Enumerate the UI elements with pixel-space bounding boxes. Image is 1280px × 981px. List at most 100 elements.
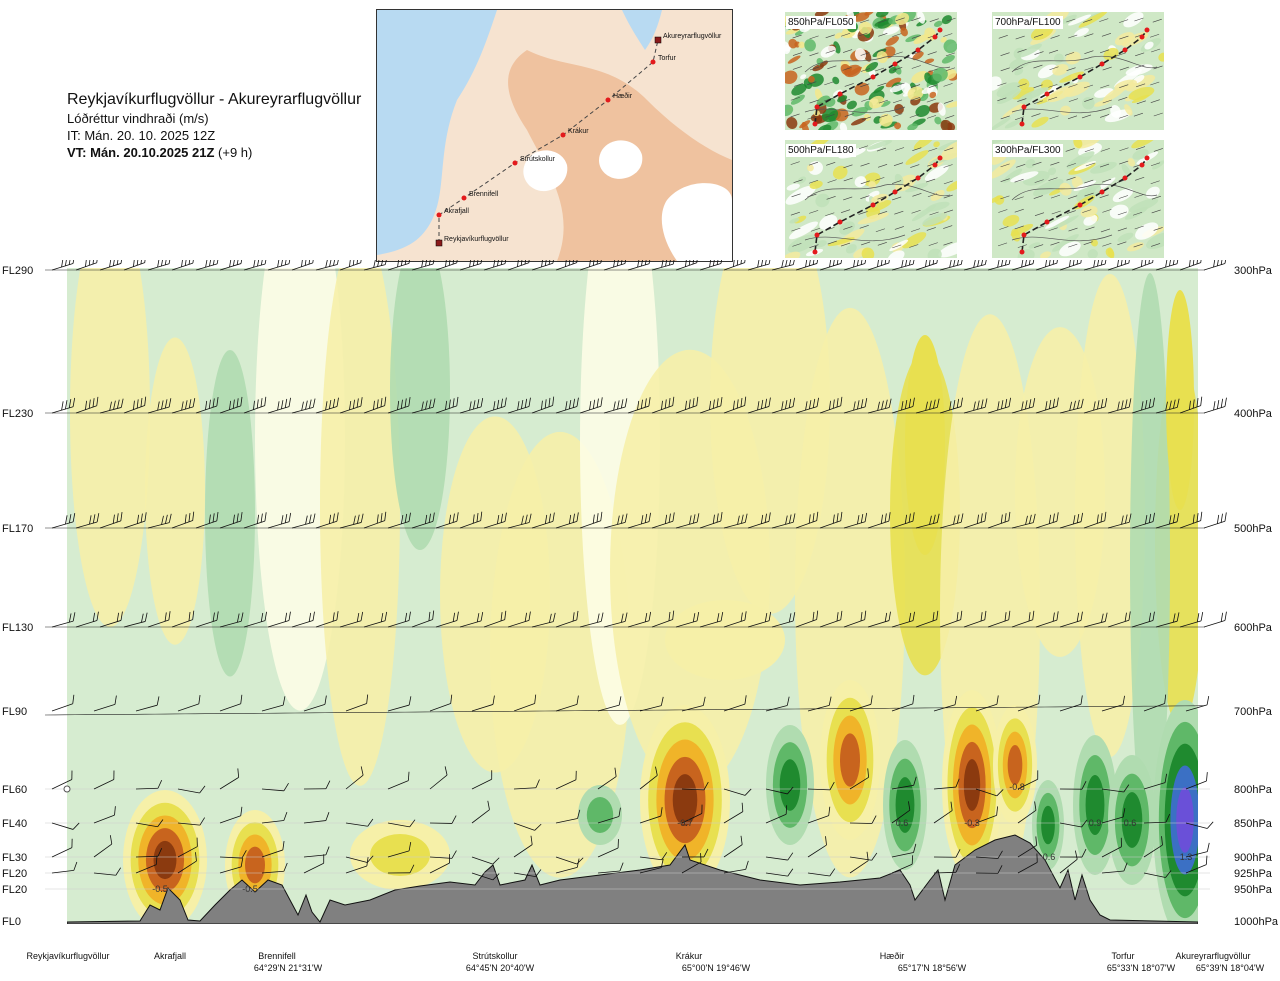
mini-map-barb xyxy=(1066,210,1076,214)
barb-flag xyxy=(616,260,620,266)
mini-map-blob xyxy=(992,140,1009,145)
wind-barb xyxy=(267,512,292,529)
barb-flag xyxy=(871,815,877,824)
wind-barb xyxy=(195,260,220,271)
wind-barb xyxy=(51,397,76,414)
barb-flag xyxy=(840,610,843,620)
waypoint-coordinate: 65°39'N 18°04'W xyxy=(1196,963,1265,973)
wind-barb xyxy=(843,610,867,628)
mini-map-barb xyxy=(1119,35,1129,40)
mini-map-blob xyxy=(917,12,926,24)
barb-flag xyxy=(1128,260,1131,264)
barb-flag xyxy=(1073,515,1076,525)
mini-map-barb xyxy=(825,212,835,217)
wind-barb xyxy=(387,864,415,874)
barb-flag xyxy=(740,612,743,622)
barb-flag xyxy=(644,398,647,408)
wind-barb xyxy=(195,397,219,414)
wind-barb xyxy=(1059,695,1083,712)
mini-map-blob xyxy=(791,83,807,96)
mini-map-blob xyxy=(786,183,800,191)
wind-barb xyxy=(1179,611,1204,628)
barb-flag xyxy=(1216,514,1220,524)
barb-flag xyxy=(1172,514,1176,524)
barb-flag xyxy=(1032,513,1036,523)
barb-flag xyxy=(208,399,211,409)
mini-map-barb xyxy=(997,97,1007,102)
vertical-cross-section: -0.5 -0.5-0.7 0.6 -0.3-0.80.60.9 0.61.3 FL29… xyxy=(2,260,1279,973)
wind-barb xyxy=(315,611,339,628)
barb-flag xyxy=(528,513,532,523)
barb-flag xyxy=(492,873,500,881)
barb-flag xyxy=(72,612,76,622)
wind-barb xyxy=(1143,836,1163,858)
barb-flag xyxy=(955,849,961,858)
mini-map-barb xyxy=(1099,163,1110,168)
wind-barb xyxy=(849,815,877,824)
barb-flag xyxy=(384,396,387,406)
wind-barb xyxy=(261,841,285,858)
barb-flag xyxy=(164,612,167,622)
wind-barb xyxy=(219,858,244,874)
barb-flag xyxy=(112,514,115,524)
barb-flag xyxy=(589,260,592,267)
waypoint-name: Brennifell xyxy=(258,951,296,961)
mini-map-barb xyxy=(1081,114,1092,119)
mini-map-barb xyxy=(1133,243,1143,248)
mini-map-barb xyxy=(792,66,802,70)
barb-flag xyxy=(336,611,339,621)
wind-barb xyxy=(807,868,836,877)
barb-flag xyxy=(68,399,72,408)
wind-barb xyxy=(1185,842,1210,858)
mini-map-barb xyxy=(840,209,851,213)
wind-barb xyxy=(387,611,411,628)
barb-flag xyxy=(549,613,552,623)
barb-flag xyxy=(400,399,403,409)
barb-flag xyxy=(829,260,832,268)
mini-map-barb xyxy=(790,96,800,101)
barb-flag xyxy=(548,513,551,523)
wind-barb xyxy=(891,260,916,271)
flight-level-label: FL60 xyxy=(2,784,27,796)
mini-map-barb xyxy=(1099,49,1110,54)
wind-barb xyxy=(51,694,75,712)
barb-flag xyxy=(949,260,952,268)
mini-map-barb xyxy=(1048,84,1058,88)
mini-map-barb xyxy=(809,66,820,71)
barb-flag xyxy=(688,260,691,266)
mini-map-blob xyxy=(875,12,889,18)
barb-flag xyxy=(1206,821,1214,829)
wind-barb xyxy=(597,862,624,874)
barb-staff xyxy=(93,843,113,858)
field-streak xyxy=(70,268,150,627)
wind-barb xyxy=(435,260,459,271)
barb-staff xyxy=(1101,788,1124,793)
mini-map-barb xyxy=(1119,84,1129,88)
barb-flag xyxy=(864,512,868,522)
barb-staff xyxy=(723,811,744,824)
barb-flag xyxy=(473,400,476,410)
mini-map-blob xyxy=(1012,87,1035,100)
mini-map-blob xyxy=(806,164,814,172)
wind-barb xyxy=(555,770,577,790)
barb-flag xyxy=(168,513,172,523)
mini-map-barb xyxy=(1135,52,1145,57)
mini-map-barb xyxy=(878,211,888,215)
mini-map-barb xyxy=(1049,66,1059,71)
wind-barb xyxy=(795,260,819,271)
barb-staff xyxy=(1017,845,1037,858)
barb-flag xyxy=(277,260,280,268)
barb-flag xyxy=(908,513,911,523)
mini-map-blob xyxy=(1123,12,1144,28)
mini-map-blob xyxy=(858,21,872,35)
barb-flag xyxy=(592,260,595,266)
wind-barb xyxy=(597,767,617,790)
mini-map-barb xyxy=(1151,243,1161,247)
mini-map-blob xyxy=(1087,249,1098,258)
mini-map-blob xyxy=(945,100,957,108)
mini-map-blob xyxy=(992,117,1011,130)
barb-flag xyxy=(692,260,695,265)
mini-map-barb xyxy=(843,177,853,182)
barb-staff xyxy=(135,787,159,790)
mini-map-blob xyxy=(809,180,823,189)
